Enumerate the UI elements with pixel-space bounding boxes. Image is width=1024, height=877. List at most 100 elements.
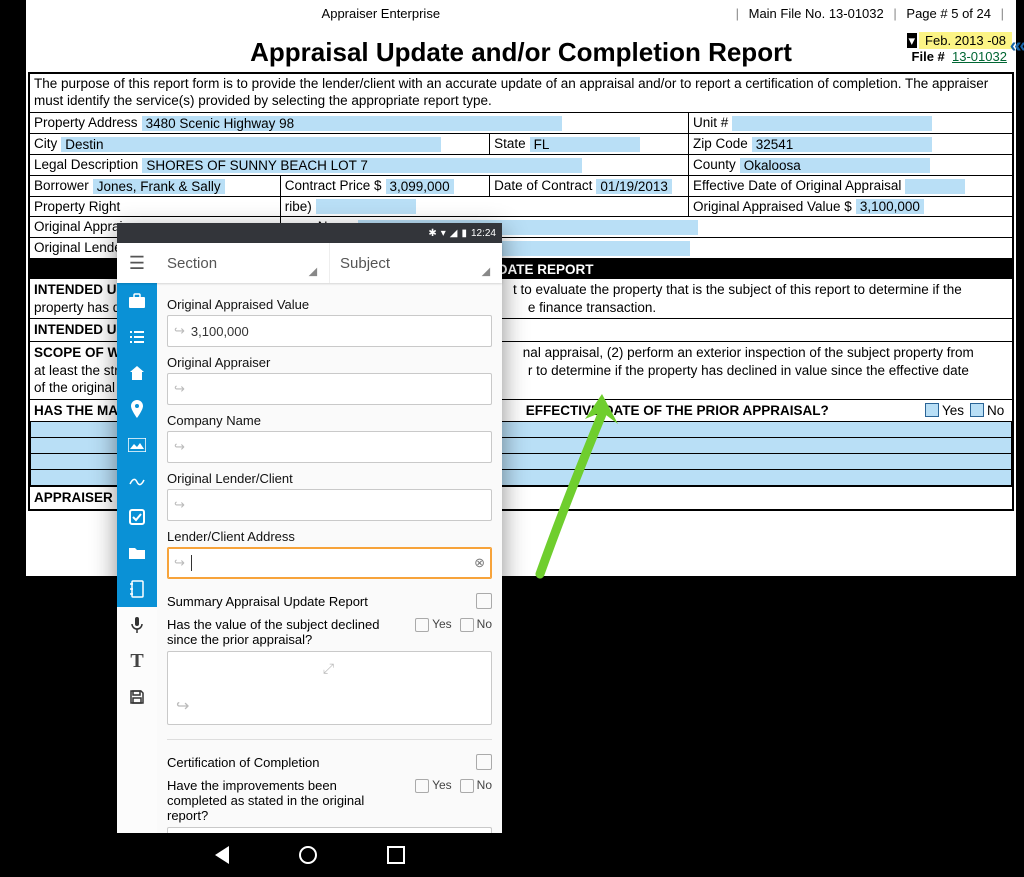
file-number: 13-01032 — [952, 49, 1007, 64]
state-label: State — [494, 136, 526, 151]
no-label: No — [987, 402, 1004, 420]
orig-appraiser-input[interactable]: ↪ — [167, 373, 492, 405]
sidebar-list-icon[interactable] — [117, 319, 157, 355]
page-number: Page # 5 of 24 — [906, 6, 991, 21]
sidebar-pin-icon[interactable] — [117, 391, 157, 427]
nav-back-icon[interactable] — [215, 846, 229, 864]
zip-label: Zip Code — [693, 136, 748, 151]
legal-label: Legal Description — [34, 157, 138, 172]
summary-label: Summary Appraisal Update Report — [167, 594, 368, 609]
sidebar-save-icon[interactable] — [117, 679, 157, 715]
tab-section[interactable]: Section — [157, 243, 329, 283]
company-name-label: Company Name — [167, 413, 492, 428]
company-name-input[interactable]: ↪ — [167, 431, 492, 463]
unit-label: Unit # — [693, 115, 728, 130]
contract-price-value[interactable]: 3,099,000 — [386, 179, 454, 194]
improvements-question-row: Have the improvements been completed as … — [167, 778, 492, 823]
address-label: Property Address — [34, 115, 138, 130]
sidebar-image-icon[interactable] — [117, 427, 157, 463]
bluetooth-icon: ✱ — [428, 228, 436, 239]
sidebar-sketch-icon[interactable] — [117, 463, 157, 499]
sidebar: T — [117, 283, 157, 833]
address-value[interactable]: 3480 Scenic Highway 98 — [142, 116, 562, 131]
enter-icon: ↪ — [174, 555, 185, 571]
purpose-text: The purpose of this report form is to pr… — [29, 73, 1013, 112]
sidebar-briefcase-icon[interactable] — [117, 283, 157, 319]
declined-no-checkbox[interactable] — [460, 618, 474, 632]
unit-value[interactable] — [732, 116, 932, 131]
property-rights-label: Property Right — [34, 199, 120, 214]
orig-appraiser-label: Original Appraiser — [167, 355, 492, 370]
section-divider — [167, 739, 492, 740]
file-label: File # — [912, 49, 945, 64]
scope-line2b: r to determine if the property has decli… — [528, 363, 969, 378]
describe-label: ribe) — [285, 199, 312, 214]
clear-icon[interactable]: ⊗ — [474, 555, 485, 571]
certification-label: Certification of Completion — [167, 755, 319, 770]
intended-use-label: INTENDED US — [34, 282, 126, 297]
orig-value[interactable]: 3,100,000 — [856, 199, 924, 214]
collapse-chevrons-icon[interactable]: «« — [1010, 35, 1020, 58]
state-value[interactable]: FL — [530, 137, 640, 152]
sidebar-mic-icon[interactable] — [117, 607, 157, 643]
borrower-label: Borrower — [34, 178, 89, 193]
expand-icon[interactable]: ⤢ — [323, 660, 336, 677]
legal-value[interactable]: SHORES OF SUNNY BEACH LOT 7 — [142, 158, 582, 173]
enter-icon: ↪ — [174, 381, 185, 397]
effective-date-label: Effective Date of Original Appraisal — [693, 178, 901, 193]
signal-icon: ◢ — [450, 228, 458, 239]
county-value[interactable]: Okaloosa — [740, 158, 930, 173]
zip-value[interactable]: 32541 — [752, 137, 932, 152]
sidebar-home-icon[interactable] — [117, 355, 157, 391]
form-scroll-area[interactable]: Original Appraised Value ↪3,100,000 Orig… — [157, 283, 502, 833]
nav-home-icon[interactable] — [299, 846, 317, 864]
status-bar: ✱ ▾ ◢ ▮ 12:24 — [117, 223, 502, 243]
contract-date-label: Date of Contract — [494, 178, 592, 193]
borrower-value[interactable]: Jones, Frank & Sally — [93, 179, 225, 194]
nav-recent-icon[interactable] — [387, 846, 405, 864]
orig-appraiser-label: Original Apprai — [34, 219, 123, 234]
orig-lender-label: Original Lender/Client — [167, 471, 492, 486]
effective-date-value[interactable] — [905, 179, 965, 194]
file-no-label: Main File No. — [749, 6, 826, 21]
county-label: County — [693, 157, 736, 172]
sidebar-folder-icon[interactable] — [117, 535, 157, 571]
lender-address-label: Lender/Client Address — [167, 529, 492, 544]
status-time: 12:24 — [471, 228, 496, 239]
tab-subject[interactable]: Subject — [329, 243, 502, 283]
file-date: Feb. 2013 -08 — [919, 32, 1012, 49]
summary-checkbox-row: Summary Appraisal Update Report — [167, 593, 492, 609]
sidebar-check-icon[interactable] — [117, 499, 157, 535]
certification-checkbox[interactable] — [476, 754, 492, 770]
enter-icon: ↪ — [174, 497, 185, 513]
sidebar-notebook-icon[interactable] — [117, 571, 157, 607]
enter-icon: ↪ — [176, 696, 189, 716]
orig-value-input[interactable]: ↪3,100,000 — [167, 315, 492, 347]
declined-textarea[interactable]: ⤢ ↪ — [167, 651, 492, 725]
contract-date-value[interactable]: 01/19/2013 — [596, 179, 672, 194]
appraiser-label: APPRAISER — [34, 490, 113, 505]
orig-lender-label: Original Lende — [34, 240, 122, 255]
no-checkbox[interactable] — [970, 403, 984, 417]
market-q2-label: EFFECTIVE DATE OF THE PRIOR APPRAISAL? — [526, 402, 919, 420]
file-no: 13-01032 — [829, 6, 884, 21]
improvements-yes-checkbox[interactable] — [415, 779, 429, 793]
lender-address-input[interactable]: ↪⊗ — [167, 547, 492, 579]
contract-price-label: Contract Price $ — [285, 178, 382, 193]
city-value[interactable]: Destin — [61, 137, 441, 152]
improvements-no-checkbox[interactable] — [460, 779, 474, 793]
scope-label: SCOPE OF W — [34, 345, 120, 360]
scope-line2a: at least the stre — [34, 363, 126, 378]
orig-lender-input[interactable]: ↪ — [167, 489, 492, 521]
file-tag: ▾Feb. 2013 -08 File # 13-01032 — [907, 33, 1012, 64]
summary-checkbox[interactable] — [476, 593, 492, 609]
menu-icon[interactable]: ☰ — [117, 243, 157, 283]
enter-icon: ↪ — [174, 439, 185, 455]
declined-yes-checkbox[interactable] — [415, 618, 429, 632]
yes-checkbox[interactable] — [925, 403, 939, 417]
intended-user-label: INTENDED US — [34, 322, 126, 337]
sidebar-text-icon[interactable]: T — [117, 643, 157, 679]
mobile-app-window: ✱ ▾ ◢ ▮ 12:24 ☰ Section Subject T — [117, 223, 502, 833]
improvements-question: Have the improvements been completed as … — [167, 778, 387, 823]
battery-icon: ▮ — [461, 228, 467, 239]
